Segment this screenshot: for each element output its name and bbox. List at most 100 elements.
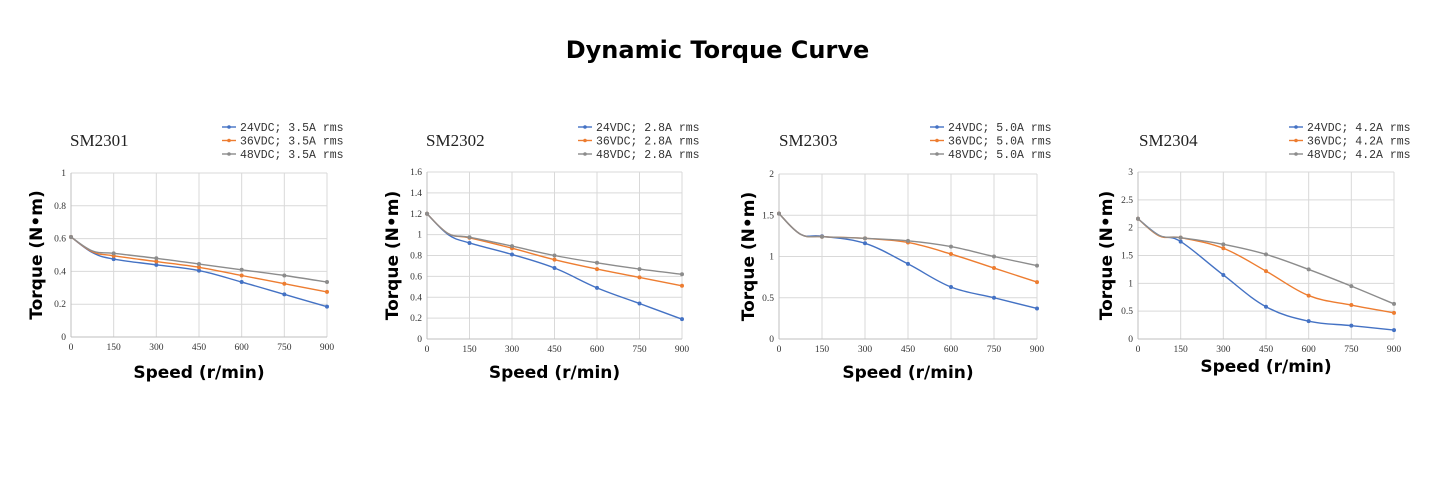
x-axis-label: Speed (r/min) [489,363,620,383]
x-tick-label: 0 [777,345,782,355]
data-point [1306,293,1311,298]
legend-entry: 24VDC; 3.5A rms [240,122,344,135]
data-point [1349,303,1354,308]
legend-entry: 36VDC; 2.8A rms [596,136,700,149]
series-line-2 [1137,218,1395,305]
legend-marker [583,138,587,143]
data-point [680,283,684,288]
data-point [595,285,599,290]
data-point [1349,323,1354,328]
data-point [552,257,557,262]
data-point [863,241,867,246]
data-point [1264,252,1268,257]
data-point [637,275,642,280]
y-tick-label: 0.2 [410,314,422,324]
data-point [906,261,910,266]
y-tick-label: 0.2 [54,300,66,310]
y-tick-label: 1.2 [410,210,422,220]
legend-marker [1294,138,1298,143]
data-point [680,272,684,277]
data-point [1221,242,1226,247]
y-axis-label: Torque (N•m) [739,192,759,321]
data-point [510,244,514,249]
data-point [552,253,557,258]
y-tick-label: 0.4 [54,267,66,277]
data-point [1306,267,1311,272]
data-point [949,285,953,290]
x-tick-label: 0 [1136,345,1141,355]
y-axis-label: Torque (N•m) [1097,191,1117,320]
data-point [467,235,472,240]
x-tick-label: 300 [505,345,520,355]
data-point [111,257,116,262]
legend-marker [227,138,231,143]
data-point [637,267,642,272]
legend-entry: 24VDC; 2.8A rms [596,122,700,135]
data-point [595,267,599,272]
y-tick-label: 1.4 [410,189,422,199]
legend-entry: 36VDC; 3.5A rms [240,136,344,149]
y-tick-label: 1.5 [1121,252,1133,262]
chart-SM2303: 0 0.5 1 1.5 2 0 150 300 450 600 750 900 SM2303 Speed … [739,122,1052,383]
data-point [595,260,599,265]
y-tick-label: 0 [417,335,422,345]
legend-marker [935,125,939,129]
data-point [111,251,116,256]
legend-marker [935,152,939,156]
data-point [1035,263,1039,268]
series-line-1 [70,236,328,293]
data-point [69,234,73,239]
y-tick-label: 0.8 [54,202,66,212]
data-point [239,267,244,272]
y-tick-label: 0.5 [762,294,774,304]
data-point [552,266,557,271]
y-tick-label: 0.8 [410,252,422,262]
y-tick-label: 2 [769,170,774,180]
chart-title: SM2303 [779,131,838,150]
y-tick-label: 1.6 [410,168,422,178]
y-tick-label: 0.6 [54,235,66,245]
legend-marker [1294,125,1298,129]
x-tick-label: 750 [632,345,647,355]
x-tick-label: 600 [1302,345,1317,355]
data-point [1264,304,1268,309]
series-line-0 [426,213,683,320]
data-point [1178,239,1183,244]
y-tick-label: 0.5 [1121,307,1133,317]
data-point [154,256,159,261]
data-point [1035,280,1039,285]
series-line-2 [70,236,328,283]
data-point [1221,246,1226,251]
chart-title: SM2304 [1139,131,1198,150]
y-tick-label: 0.4 [410,293,422,303]
chart-SM2302: 0 0.2 0.4 0.6 0.8 1 1.2 1.4 1.6 0 150 300 450 600 750 9… [383,122,700,383]
data-point [1392,301,1396,306]
data-point [820,234,824,239]
legend-marker [583,125,587,129]
data-point [949,252,953,257]
x-tick-label: 900 [675,345,690,355]
data-point [154,262,159,267]
x-tick-label: 0 [69,343,74,353]
legend-entry: 48VDC; 4.2A rms [1307,149,1411,162]
y-tick-label: 1 [1128,279,1133,289]
data-point [239,273,244,278]
x-axis-label: Speed (r/min) [842,363,973,383]
data-point [1178,235,1183,240]
legend-marker [227,152,231,156]
data-point [1306,319,1311,324]
legend-entry: 48VDC; 5.0A rms [948,149,1052,162]
x-tick-label: 450 [901,345,916,355]
data-point [197,265,201,270]
x-tick-label: 750 [1344,345,1359,355]
x-tick-label: 900 [1387,345,1402,355]
x-tick-label: 750 [277,343,292,353]
x-tick-label: 750 [987,345,1002,355]
legend-entry: 36VDC; 4.2A rms [1307,136,1411,149]
data-point [906,238,910,243]
legend-entry: 36VDC; 5.0A rms [948,136,1052,149]
y-tick-label: 0 [769,335,774,345]
y-tick-label: 0 [61,333,66,343]
y-axis-label: Torque (N•m) [383,191,403,320]
